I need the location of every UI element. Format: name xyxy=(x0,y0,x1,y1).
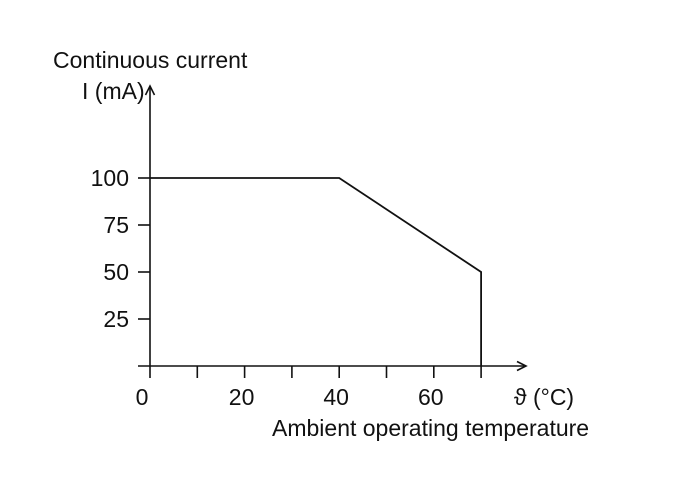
x-tick-label: 0 xyxy=(136,384,149,410)
x-axis-title: Ambient operating temperature xyxy=(272,415,589,441)
y-tick-label: 100 xyxy=(91,165,129,191)
data-series-line xyxy=(150,177,482,366)
x-tick-label: 20 xyxy=(229,384,255,410)
x-axis-symbol-label: ϑ (°C) xyxy=(514,384,574,410)
y-tick-label: 25 xyxy=(103,306,129,332)
x-ticks: 0 20 40 60 xyxy=(136,366,482,410)
x-tick-label: 40 xyxy=(323,384,349,410)
y-axis-title-line2: I (mA) xyxy=(82,78,145,104)
x-tick-label: 60 xyxy=(418,384,444,410)
y-axis-arrow xyxy=(144,84,156,96)
y-tick-label: 50 xyxy=(103,259,129,285)
x-axis-arrow xyxy=(516,360,528,372)
y-ticks: 25 50 75 100 xyxy=(91,165,150,332)
y-axis-title-line1: Continuous current xyxy=(53,47,248,73)
y-tick-label: 75 xyxy=(103,212,129,238)
